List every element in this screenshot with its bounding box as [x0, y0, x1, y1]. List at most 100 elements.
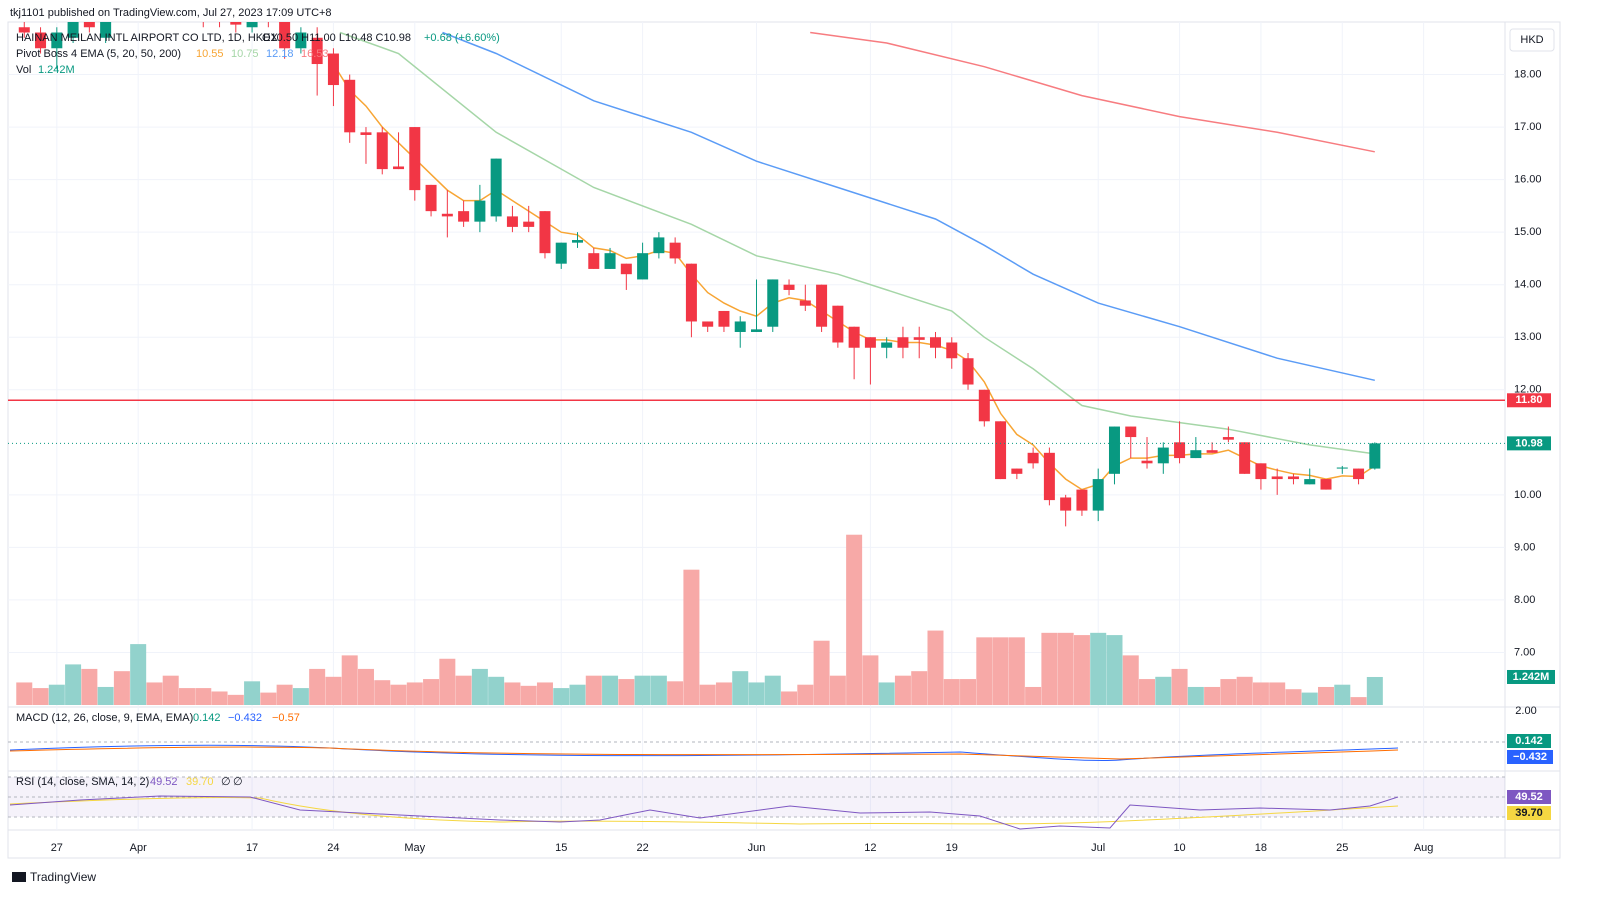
volume-bar [81, 668, 98, 705]
candle-body [897, 337, 909, 348]
y-tick-label: 17.00 [1514, 121, 1542, 133]
candle-body [360, 132, 372, 135]
candle-body [832, 305, 844, 343]
candle-body [1141, 460, 1153, 464]
x-tick-label: 10 [1173, 842, 1185, 854]
x-tick-label: 19 [946, 842, 958, 854]
candle-body [588, 253, 600, 269]
ohlc: O10.50 H11.00 L10.48 C10.98 [262, 32, 411, 44]
y-tick-label: 9.00 [1514, 541, 1535, 553]
candle-body [555, 242, 567, 264]
ema-title: Pivot Boss 4 EMA (5, 20, 50, 200) [16, 48, 181, 60]
candle-body [995, 421, 1007, 480]
volume-bar [227, 694, 244, 705]
candle-body [913, 337, 925, 340]
rsi-ma-line [9, 796, 1399, 825]
candle-body [1092, 479, 1104, 511]
volume-bar [911, 671, 928, 705]
volume-bar [488, 676, 505, 705]
macd-value: 0.142 [193, 712, 221, 724]
volume-bar [1122, 655, 1139, 705]
rsi-ma-tag [1507, 806, 1551, 820]
candle-body [409, 127, 421, 191]
volume-bar [113, 671, 130, 705]
last-price-tag [1507, 436, 1551, 451]
y-tick-label: 10.00 [1514, 489, 1542, 501]
frame [7, 21, 1561, 859]
macd-signal-tag [1507, 750, 1553, 764]
candle-body [230, 22, 242, 25]
candle-body [295, 32, 307, 49]
currency[interactable]: HKD [1520, 34, 1543, 46]
volume-bar [1187, 686, 1204, 705]
volume-bar [309, 668, 326, 705]
candle-body [1287, 476, 1299, 480]
volume-bar [471, 668, 488, 705]
candle-body [458, 211, 470, 222]
volume-bar [764, 675, 781, 705]
x-tick-label: 25 [1336, 842, 1348, 854]
volume-bar [16, 682, 33, 705]
volume-bar [1106, 635, 1123, 705]
volume-bar [927, 630, 944, 705]
currency-box[interactable] [1509, 28, 1555, 52]
volume-bar [1366, 676, 1383, 705]
ema-line [442, 31, 1375, 382]
volume-bar [943, 679, 960, 705]
candle-body [1336, 467, 1348, 469]
brand-logo [12, 872, 26, 882]
y-tick-label: 14.00 [1514, 279, 1542, 291]
rsi-title: RSI (14, close, SMA, 14, 2) [16, 776, 149, 788]
rsi-na: ∅ [233, 776, 243, 788]
volume-bar [846, 534, 863, 705]
candle-body [279, 22, 291, 49]
candle-body [344, 79, 356, 133]
candle-body [327, 53, 339, 86]
volume-bar [439, 658, 456, 705]
vol-value: 1.242M [38, 64, 75, 76]
rsi-ma-tag-label: 39.70 [1515, 807, 1543, 819]
volume-bar [715, 682, 732, 705]
volume-bar [276, 684, 293, 705]
volume-bar [406, 682, 423, 705]
macd-signal: −0.432 [228, 712, 262, 724]
candle-body [1027, 452, 1039, 464]
volume-bar [1350, 697, 1367, 705]
rsi-line [9, 795, 1399, 830]
candle-body [962, 358, 974, 385]
y-tick-label: 15.00 [1514, 226, 1542, 238]
volume-bar [1008, 637, 1025, 705]
candle-body [1222, 437, 1234, 440]
candle-body [474, 200, 486, 222]
volume-bar [520, 685, 537, 705]
x-tick-label: Jul [1091, 842, 1105, 854]
candle-body [702, 321, 714, 327]
candle-body [669, 242, 681, 259]
volume-bar [992, 637, 1009, 705]
x-tick-label: 12 [864, 842, 876, 854]
volume-bar [1204, 686, 1221, 705]
candle-body [816, 284, 828, 327]
volume-bar [260, 692, 277, 705]
x-tick-label: 24 [327, 842, 339, 854]
candle-body [604, 253, 616, 269]
volume-bar [1073, 635, 1090, 705]
macd-tag [1507, 734, 1551, 748]
x-tick-label: 17 [246, 842, 258, 854]
candle-body [653, 237, 665, 254]
volume-bar [960, 679, 977, 705]
candle-body [83, 22, 95, 28]
volume-bar [1090, 632, 1107, 705]
volume-bar [976, 637, 993, 705]
volume-bar [683, 569, 700, 705]
volume-bar [1139, 679, 1156, 705]
volume-bar [862, 655, 879, 705]
macd-hist: −0.57 [272, 712, 300, 724]
volume-bar [797, 684, 814, 705]
symbol: HAINAN MEILAN INTL AIRPORT CO LTD, 1D, H… [16, 32, 278, 44]
volume-bar [357, 668, 374, 705]
volume-bar [211, 691, 228, 705]
x-tick-label: Jun [748, 842, 766, 854]
volume-bar [536, 682, 553, 705]
x-tick-label: 18 [1255, 842, 1267, 854]
